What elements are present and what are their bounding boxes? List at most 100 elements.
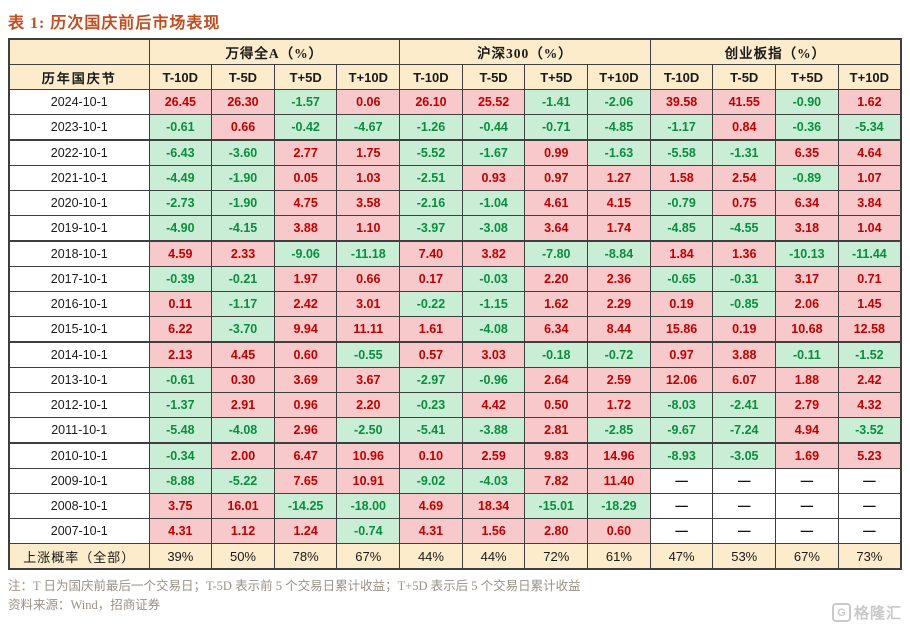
value-cell: -2.73 bbox=[148, 190, 213, 216]
value-cell: -4.85 bbox=[649, 215, 714, 242]
value-cell: 6.47 bbox=[273, 442, 338, 469]
gelonghui-logo-icon: G bbox=[831, 603, 851, 622]
value-cell: 0.97 bbox=[649, 341, 714, 368]
value-cell: 1.84 bbox=[649, 240, 714, 267]
value-cell: -0.74 bbox=[336, 518, 401, 544]
value-cell: -0.55 bbox=[336, 341, 401, 368]
col-header-g2-t+5d: T+5D bbox=[524, 64, 589, 90]
value-cell: 0.71 bbox=[837, 266, 902, 292]
value-cell: 25.52 bbox=[461, 89, 526, 115]
value-cell: -1.90 bbox=[211, 190, 275, 216]
value-cell: 0.66 bbox=[336, 266, 401, 292]
table-row: 2024-10-1 26.45 26.30 -1.57 0.06 26.10 25.52 -1… bbox=[8, 89, 902, 115]
value-cell: -9.06 bbox=[273, 240, 338, 267]
value-cell: 1.62 bbox=[524, 291, 589, 317]
probability-cell: 50% bbox=[211, 543, 275, 570]
year-cell: 2010-10-1 bbox=[8, 442, 150, 469]
value-cell: 3.88 bbox=[273, 215, 338, 242]
table-row: 2012-10-1 -1.37 2.91 0.96 2.20 -0.23 4.42 0.50 1… bbox=[8, 392, 902, 418]
value-cell: -1.17 bbox=[649, 114, 714, 141]
value-cell: 0.50 bbox=[524, 392, 589, 418]
value-cell: 12.06 bbox=[649, 367, 714, 393]
value-cell: 18.34 bbox=[461, 493, 526, 519]
value-cell: 1.88 bbox=[775, 367, 839, 393]
value-cell: 10.96 bbox=[336, 442, 401, 469]
value-cell: 6.07 bbox=[712, 367, 777, 393]
value-cell: 1.69 bbox=[775, 442, 839, 469]
group-header-chinext: 创业板指（%） bbox=[649, 38, 902, 65]
value-cell: 4.61 bbox=[524, 190, 589, 216]
value-cell: -1.31 bbox=[712, 139, 777, 166]
year-cell: 2021-10-1 bbox=[8, 165, 150, 191]
group-header-row: 万得全A（%） 沪深300（%） 创业板指（%） bbox=[8, 38, 902, 65]
group-header-hs300: 沪深300（%） bbox=[399, 38, 651, 65]
value-cell: — bbox=[649, 518, 714, 544]
value-cell: — bbox=[775, 493, 839, 519]
value-cell: -2.97 bbox=[399, 367, 463, 393]
year-cell: 2012-10-1 bbox=[8, 392, 150, 418]
value-cell: -1.63 bbox=[587, 139, 651, 166]
col-header-g1-t-5d: T-5D bbox=[211, 64, 275, 90]
value-cell: -3.05 bbox=[712, 442, 777, 469]
sub-header-row: 历年国庆节 T-10D T-5D T+5D T+10D T-10D T-5D T+5D T+1… bbox=[8, 64, 902, 90]
value-cell: 1.62 bbox=[837, 89, 902, 115]
table-header: 万得全A（%） 沪深300（%） 创业板指（%） 历年国庆节 T-10D T-5D… bbox=[8, 38, 902, 90]
value-cell: -0.61 bbox=[148, 114, 213, 141]
year-cell: 2019-10-1 bbox=[8, 215, 150, 242]
value-cell: 1.58 bbox=[649, 165, 714, 191]
value-cell: 2.36 bbox=[587, 266, 651, 292]
value-cell: 2.80 bbox=[524, 518, 589, 544]
market-performance-table: 万得全A（%） 沪深300（%） 创业板指（%） 历年国庆节 T-10D T-5D… bbox=[8, 38, 902, 570]
value-cell: 11.40 bbox=[587, 468, 651, 494]
col-header-g3-t-10d: T-10D bbox=[649, 64, 714, 90]
value-cell: 1.10 bbox=[336, 215, 401, 242]
value-cell: 4.31 bbox=[148, 518, 213, 544]
value-cell: -0.34 bbox=[148, 442, 213, 469]
year-cell: 2024-10-1 bbox=[8, 89, 150, 115]
value-cell: 10.68 bbox=[775, 316, 839, 343]
value-cell: 0.17 bbox=[399, 266, 463, 292]
value-cell: 1.56 bbox=[461, 518, 526, 544]
probability-cell: 73% bbox=[837, 543, 902, 570]
col-header-g2-t-10d: T-10D bbox=[399, 64, 463, 90]
table-row: 2013-10-1 -0.61 0.30 3.69 3.67 -2.97 -0.96 2.64… bbox=[8, 367, 902, 393]
value-cell: 0.19 bbox=[649, 291, 714, 317]
value-cell: -2.41 bbox=[712, 392, 777, 418]
value-cell: 4.15 bbox=[587, 190, 651, 216]
year-cell: 2016-10-1 bbox=[8, 291, 150, 317]
value-cell: 0.75 bbox=[712, 190, 777, 216]
value-cell: -0.44 bbox=[461, 114, 526, 141]
value-cell: -1.17 bbox=[211, 291, 275, 317]
group-header-wande-quan-a: 万得全A（%） bbox=[148, 38, 401, 65]
value-cell: — bbox=[712, 518, 777, 544]
value-cell: 39.58 bbox=[649, 89, 714, 115]
value-cell: — bbox=[775, 468, 839, 494]
probability-cell: 67% bbox=[775, 543, 839, 570]
value-cell: 0.30 bbox=[211, 367, 275, 393]
value-cell: 26.45 bbox=[148, 89, 213, 115]
probability-cell: 44% bbox=[399, 543, 463, 570]
value-cell: 0.19 bbox=[712, 316, 777, 343]
value-cell: 12.58 bbox=[837, 316, 902, 343]
year-cell: 2023-10-1 bbox=[8, 114, 150, 141]
value-cell: -1.90 bbox=[211, 165, 275, 191]
value-cell: 1.97 bbox=[273, 266, 338, 292]
value-cell: 2.06 bbox=[775, 291, 839, 317]
value-cell: -0.71 bbox=[524, 114, 589, 141]
value-cell: -8.88 bbox=[148, 468, 213, 494]
value-cell: — bbox=[649, 468, 714, 494]
value-cell: -18.00 bbox=[336, 493, 401, 519]
table-row: 2008-10-1 3.75 16.01 -14.25 -18.00 4.69 18.34-… bbox=[8, 493, 902, 519]
value-cell: -8.03 bbox=[649, 392, 714, 418]
value-cell: 9.94 bbox=[273, 316, 338, 343]
value-cell: 9.83 bbox=[524, 442, 589, 469]
value-cell: 0.11 bbox=[148, 291, 213, 317]
value-cell: 3.58 bbox=[336, 190, 401, 216]
value-cell: -5.58 bbox=[649, 139, 714, 166]
table-row: 2023-10-1 -0.61 0.66 -0.42 -4.67 -1.26 -0.44 -0… bbox=[8, 114, 902, 141]
value-cell: -18.29 bbox=[587, 493, 651, 519]
value-cell: 4.64 bbox=[837, 139, 902, 166]
year-cell: 2013-10-1 bbox=[8, 367, 150, 393]
value-cell: 15.86 bbox=[649, 316, 714, 343]
